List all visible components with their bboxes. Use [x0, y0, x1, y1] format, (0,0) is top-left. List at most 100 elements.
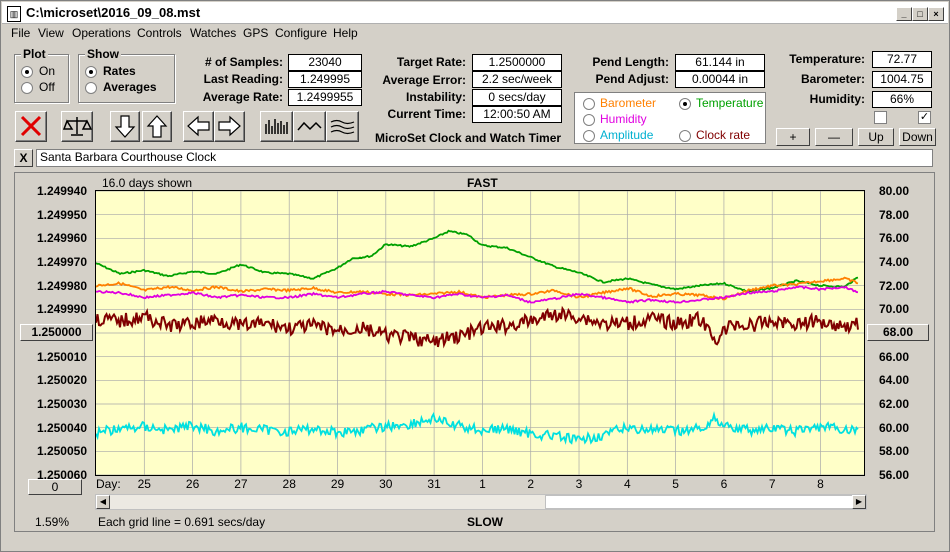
temperature-label: Temperature: [789, 52, 865, 66]
arrow-right-icon [218, 115, 241, 137]
option-checkbox-1[interactable] [874, 111, 887, 124]
balance-button[interactable] [61, 111, 93, 142]
temperature-option[interactable]: Temperature [696, 96, 764, 110]
menu-file[interactable]: File [11, 26, 31, 40]
show-averages-label[interactable]: Averages [103, 80, 157, 94]
left-tick-label: 1.250030 [36, 397, 87, 411]
menu-configure[interactable]: Configure [275, 26, 328, 40]
chart-svg [96, 191, 864, 475]
left-tick-label: 1.250010 [36, 349, 87, 364]
window-title: C:\microset\2016_09_08.mst [26, 5, 201, 20]
humidity-label: Humidity: [809, 92, 865, 106]
plot-on-radio[interactable] [21, 66, 33, 78]
current-time-value: 12:00:50 AM [472, 106, 562, 123]
close-icon[interactable]: × [928, 7, 944, 21]
humidity-radio[interactable] [583, 114, 595, 126]
scale-down-button[interactable]: Down [899, 128, 936, 146]
balance-icon [62, 117, 92, 136]
fast-label: FAST [467, 176, 498, 190]
instability-value: 0 secs/day [472, 89, 562, 106]
last-reading-label: Last Reading: [203, 72, 283, 86]
clock-name-input[interactable]: Santa Barbara Courthouse Clock [36, 149, 933, 167]
scroll-thumb[interactable] [545, 495, 853, 509]
right-tick-label: 76.00 [878, 231, 909, 246]
option-checkbox-2[interactable]: ✓ [918, 111, 931, 124]
barometer-radio[interactable] [583, 98, 595, 110]
amplitude-radio[interactable] [583, 130, 595, 142]
move-down-button[interactable] [110, 111, 140, 142]
last-reading-value: 1.249995 [288, 71, 362, 88]
menu-watches[interactable]: Watches [190, 26, 237, 40]
clear-clock-name-button[interactable]: X [14, 149, 33, 167]
average-error-value: 2.2 sec/week [472, 71, 562, 88]
show-rates-label[interactable]: Rates [103, 64, 136, 78]
barometer-option[interactable]: Barometer [600, 96, 657, 110]
show-rates-radio[interactable] [85, 66, 97, 78]
humidity-option[interactable]: Humidity [600, 112, 647, 126]
origin-button[interactable]: 0 [28, 479, 82, 495]
scroll-left-arrow-icon[interactable]: ◀ [96, 495, 110, 509]
clock-rate-radio[interactable] [679, 130, 691, 142]
move-left-button[interactable] [183, 111, 214, 142]
right-reference-button[interactable]: 68.00 [867, 324, 929, 341]
x-tick-label: 26 [185, 477, 200, 491]
x-tick-label: 25 [137, 477, 151, 491]
x-tick-label: 31 [427, 477, 441, 491]
chart-panel [14, 172, 935, 532]
stop-button[interactable] [15, 111, 47, 142]
x-tick-label: 30 [379, 477, 393, 491]
x-tick-label: 7 [768, 477, 776, 491]
move-right-button[interactable] [214, 111, 245, 142]
left-tick-label: 1.250060 [36, 468, 87, 482]
app-name: MicroSet Clock and Watch Timer [375, 131, 562, 145]
plot-on-label[interactable]: On [39, 64, 56, 78]
average-error-label: Average Error: [382, 73, 466, 87]
show-averages-radio[interactable] [85, 82, 97, 94]
average-rate-value: 1.2499955 [288, 89, 362, 106]
minimize-icon[interactable]: _ [896, 7, 912, 21]
menu-controls[interactable]: Controls [137, 26, 182, 40]
scale-plus-button[interactable]: + [776, 128, 810, 146]
pend-length-label: Pend Length: [592, 55, 669, 69]
menu-operations[interactable]: Operations [72, 26, 131, 40]
scale-minus-button[interactable]: — [815, 128, 853, 146]
clock-rate-option[interactable]: Clock rate [696, 128, 751, 142]
menu-bar: File View Operations Controls Watches GP… [2, 24, 948, 42]
x-tick-label: 1 [479, 477, 486, 491]
current-time-label: Current Time: [387, 107, 466, 121]
pend-adjust-label: Pend Adjust: [595, 72, 669, 86]
title-bar: ▥ C:\microset\2016_09_08.mst _ □ × [2, 2, 948, 24]
scale-up-button[interactable]: Up [858, 128, 894, 146]
left-reference-button[interactable]: 1.250000 [20, 324, 93, 341]
arrow-left-icon [187, 115, 210, 137]
menu-gps[interactable]: GPS [243, 26, 269, 40]
bar-view-button[interactable] [260, 111, 293, 142]
move-up-button[interactable] [142, 111, 172, 142]
wave-icon [297, 121, 322, 131]
horizontal-scrollbar[interactable]: ◀ ▶ [95, 494, 867, 510]
arrow-up-icon [146, 115, 168, 138]
menu-help[interactable]: Help [333, 26, 358, 40]
scroll-right-arrow-icon[interactable]: ▶ [852, 495, 866, 509]
bar-chart-icon [265, 119, 288, 134]
maximize-icon[interactable]: □ [912, 7, 928, 21]
multi-wave-view-button[interactable] [326, 111, 359, 142]
left-tick-label: 1.249980 [36, 278, 87, 293]
wave-view-button[interactable] [293, 111, 326, 142]
plot-off-radio[interactable] [21, 82, 33, 94]
x-tick-label: 6 [720, 477, 728, 491]
right-tick-label: 72.00 [878, 278, 909, 293]
x-tick-label: 5 [672, 477, 679, 491]
samples-value: 23040 [288, 54, 362, 71]
left-tick-label: 1.249970 [36, 255, 87, 269]
x-tick-label: 3 [575, 477, 583, 491]
app-icon[interactable]: ▥ [7, 6, 21, 22]
right-tick-label: 66.00 [878, 349, 909, 364]
slow-label: SLOW [467, 515, 503, 529]
x-tick-label: 4 [623, 477, 631, 491]
temperature-radio[interactable] [679, 98, 691, 110]
menu-view[interactable]: View [38, 26, 64, 40]
amplitude-option[interactable]: Amplitude [600, 128, 654, 142]
plot-off-label[interactable]: Off [39, 80, 55, 94]
